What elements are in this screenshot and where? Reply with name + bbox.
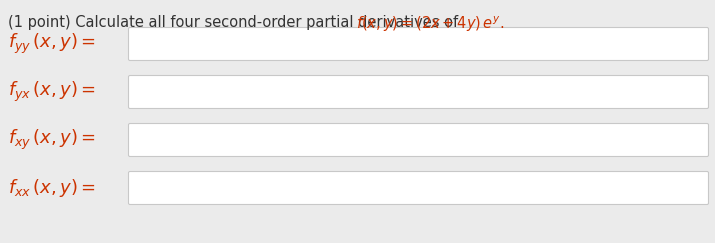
FancyBboxPatch shape xyxy=(129,123,709,156)
Text: $f_{yy}\,(x, y) =$: $f_{yy}\,(x, y) =$ xyxy=(8,32,96,56)
Text: $f_{xy}\,(x, y) =$: $f_{xy}\,(x, y) =$ xyxy=(8,128,96,152)
Text: $f_{xx}\,(x, y) =$: $f_{xx}\,(x, y) =$ xyxy=(8,177,96,199)
FancyBboxPatch shape xyxy=(129,27,709,61)
Text: $f(x, y) = (2x + 4y)\,e^{y}$.: $f(x, y) = (2x + 4y)\,e^{y}$. xyxy=(356,14,504,34)
FancyBboxPatch shape xyxy=(129,76,709,109)
Text: (1 point) Calculate all four second-order partial derivatives of: (1 point) Calculate all four second-orde… xyxy=(8,15,463,30)
Text: $f_{yx}\,(x, y) =$: $f_{yx}\,(x, y) =$ xyxy=(8,80,96,104)
FancyBboxPatch shape xyxy=(129,172,709,205)
